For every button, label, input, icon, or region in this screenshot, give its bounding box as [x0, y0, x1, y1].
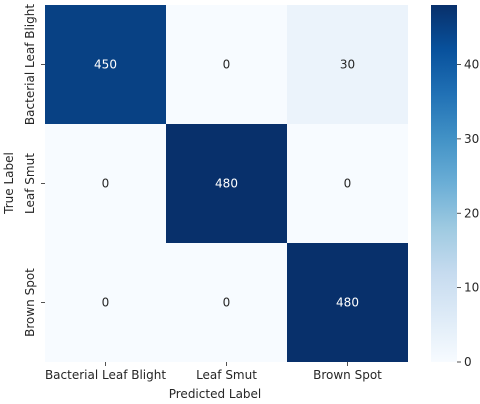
cell-value-r2-c1: 0 — [223, 296, 231, 310]
cell-value-r0-c0: 450 — [94, 58, 117, 72]
y-tick-label-1: Leaf Smut — [23, 153, 37, 214]
cell-value-r1-c2: 0 — [344, 177, 352, 191]
heatmap-cell-r2-c2 — [287, 243, 408, 362]
y-tick-label-2: Brown Spot — [23, 268, 37, 337]
colorbar-ticks: 0 100 200 300 400 — [457, 58, 480, 369]
x-axis-label: Predicted Label — [169, 387, 262, 401]
x-axis-ticks: Bacterial Leaf Blight Leaf Smut Brown Spot — [45, 362, 382, 382]
colorbar: 0 100 200 300 400 — [431, 5, 480, 369]
colorbar-gradient — [431, 5, 457, 362]
cell-value-r2-c0: 0 — [102, 296, 110, 310]
cell-value-r2-c2: 480 — [336, 296, 359, 310]
cell-value-r1-c1: 480 — [215, 177, 238, 191]
y-axis-ticks: Bacterial Leaf Blight Leaf Smut Brown Spot — [23, 4, 45, 337]
heatmap-cell-r1-c1 — [166, 124, 287, 243]
x-tick-label-0: Bacterial Leaf Blight — [45, 368, 166, 382]
cell-value-r0-c2: 30 — [340, 58, 355, 72]
heatmap-cell-labels: 450 0 30 0 480 0 0 0 480 — [94, 58, 359, 310]
heatmap-cell-r1-c0 — [45, 124, 166, 243]
colorbar-tick-label-0: 0 — [464, 355, 472, 369]
heatmap-cell-r0-c0 — [45, 5, 166, 124]
y-tick-label-0: Bacterial Leaf Blight — [23, 4, 37, 125]
colorbar-tick-label-4: 400 — [464, 58, 480, 72]
heatmap-cell-r1-c2 — [287, 124, 408, 243]
heatmap-cell-r0-c1 — [166, 5, 287, 124]
cell-value-r0-c1: 0 — [223, 58, 231, 72]
colorbar-tick-label-1: 100 — [464, 281, 480, 295]
colorbar-tick-label-2: 200 — [464, 206, 480, 220]
heatmap-cell-r2-c1 — [166, 243, 287, 362]
cell-value-r1-c0: 0 — [102, 177, 110, 191]
colorbar-tick-label-3: 300 — [464, 132, 480, 146]
heatmap-cell-r0-c2 — [287, 5, 408, 124]
x-tick-label-2: Brown Spot — [313, 368, 382, 382]
y-axis-label: True Label — [2, 152, 16, 215]
x-tick-label-1: Leaf Smut — [196, 368, 257, 382]
heatmap-cells — [45, 5, 408, 362]
heatmap-cell-r2-c0 — [45, 243, 166, 362]
